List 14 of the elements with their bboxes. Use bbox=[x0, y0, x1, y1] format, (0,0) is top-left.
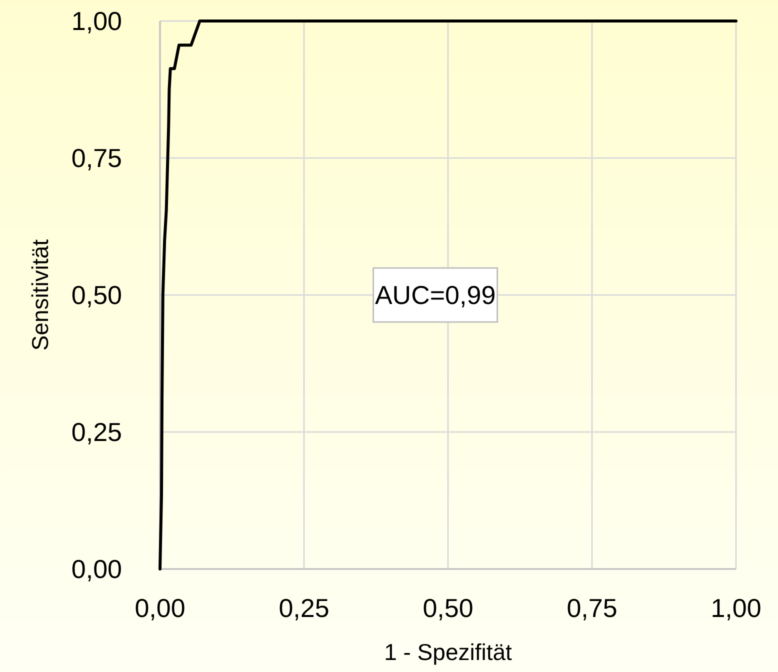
x-tick-label: 0,50 bbox=[422, 593, 474, 623]
y-tick-label: 0,00 bbox=[71, 554, 122, 584]
y-tick-label: 0,75 bbox=[71, 143, 122, 174]
y-tick-label: 0,25 bbox=[71, 417, 122, 448]
x-tick-label: 0,00 bbox=[134, 593, 186, 623]
y-tick-label: 1,00 bbox=[71, 6, 122, 36]
x-tick-label: 0,25 bbox=[278, 593, 330, 623]
line-series bbox=[158, 20, 738, 570]
x-tick-label: 0,75 bbox=[566, 593, 618, 623]
y-axis-title: Sensitivität bbox=[27, 238, 53, 351]
annotation: AUC=0,99 bbox=[374, 280, 496, 310]
x-axis-title: 1 - Spezifität bbox=[384, 639, 513, 665]
x-tick-label: 1,00 bbox=[710, 593, 762, 623]
y-tick-label: 0,50 bbox=[71, 280, 122, 310]
